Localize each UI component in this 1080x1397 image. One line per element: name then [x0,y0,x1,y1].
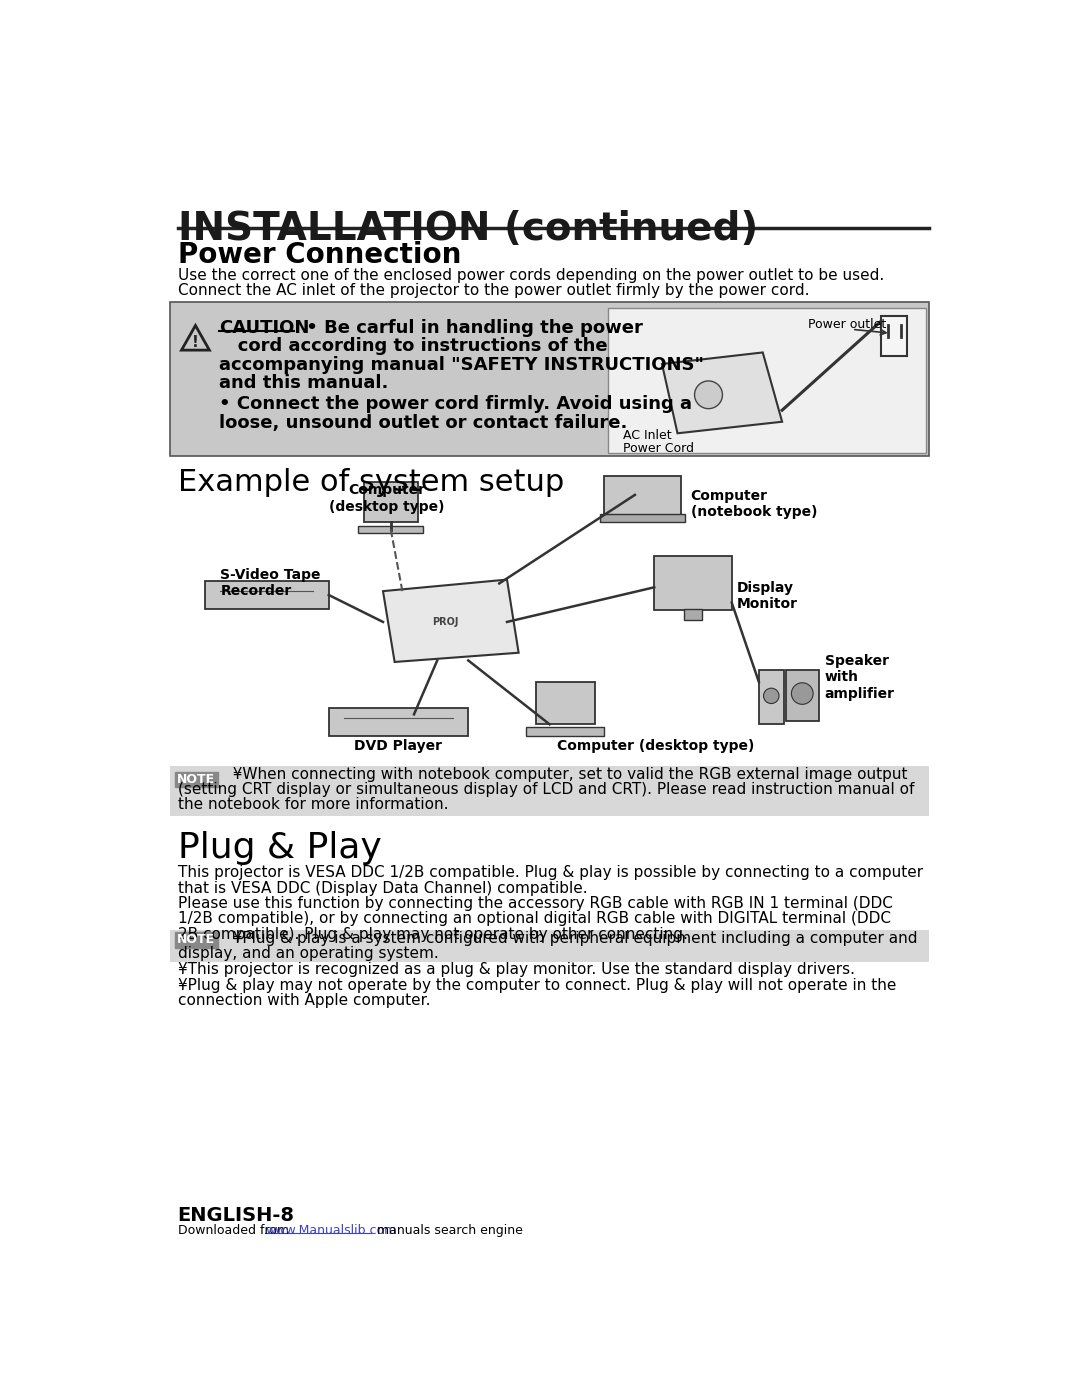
Text: DVD Player: DVD Player [354,739,443,753]
Text: manuals search engine: manuals search engine [373,1224,523,1238]
Text: Computer
(notebook type): Computer (notebook type) [691,489,818,518]
Text: www.Manualslib.com: www.Manualslib.com [266,1224,396,1238]
Text: • Connect the power cord firmly. Avoid using a: • Connect the power cord firmly. Avoid u… [218,395,691,412]
Text: display, and an operating system.: display, and an operating system. [177,946,438,961]
Text: Please use this function by connecting the accessory RGB cable with RGB IN 1 ter: Please use this function by connecting t… [177,895,892,911]
Text: (setting CRT display or simultaneous display of LCD and CRT). Please read instru: (setting CRT display or simultaneous dis… [177,782,914,798]
Text: Computer
(desktop type): Computer (desktop type) [329,483,445,514]
Text: Power Connection: Power Connection [177,240,461,268]
Text: Speaker
with
amplifier: Speaker with amplifier [825,654,894,701]
Bar [786,671,819,721]
Bar [205,581,328,609]
Text: !: ! [192,335,199,349]
Bar [880,316,907,356]
Text: Computer (desktop type): Computer (desktop type) [557,739,755,753]
Text: 2B compatible). Plug & play may not operate by other connecting.: 2B compatible). Plug & play may not oper… [177,926,688,942]
Bar [600,514,685,522]
Text: cord according to instructions of the: cord according to instructions of the [218,337,607,355]
Text: Example of system setup: Example of system setup [177,468,564,497]
Text: 1/2B compatible), or by connecting an optional digital RGB cable with DIGITAL te: 1/2B compatible), or by connecting an op… [177,911,891,926]
Text: Plug & Play: Plug & Play [177,831,381,865]
Text: loose, unsound outlet or contact failure.: loose, unsound outlet or contact failure… [218,414,627,432]
FancyBboxPatch shape [175,932,218,947]
Text: Downloaded from: Downloaded from [177,1224,293,1238]
Text: NOTE: NOTE [177,933,215,946]
Text: CAUTION: CAUTION [218,319,309,337]
Text: AC Inlet: AC Inlet [623,429,672,443]
FancyBboxPatch shape [170,302,930,457]
FancyBboxPatch shape [175,773,218,788]
Bar [328,708,469,736]
Text: S-Video Tape
Recorder: S-Video Tape Recorder [220,569,321,598]
Text: Display
Monitor: Display Monitor [737,581,797,612]
Text: Use the correct one of the enclosed power cords depending on the power outlet to: Use the correct one of the enclosed powe… [177,268,883,282]
Bar [604,475,681,522]
Text: NOTE: NOTE [177,774,215,787]
Bar [359,525,423,534]
Text: Power Cord: Power Cord [623,441,694,455]
Text: This projector is VESA DDC 1/2B compatible. Plug & play is possible by connectin: This projector is VESA DDC 1/2B compatib… [177,865,922,880]
Polygon shape [383,580,518,662]
FancyBboxPatch shape [170,930,930,963]
Bar [536,682,595,725]
Text: • Be carful in handling the power: • Be carful in handling the power [300,319,643,337]
Circle shape [694,381,723,409]
Text: the notebook for more information.: the notebook for more information. [177,796,448,812]
Text: INSTALLATION (continued): INSTALLATION (continued) [177,210,758,249]
Bar [364,482,418,522]
Text: ¥Plug & play is a system configured with peripheral equipment including a comput: ¥Plug & play is a system configured with… [222,932,917,947]
FancyBboxPatch shape [170,766,930,816]
Circle shape [764,689,779,704]
Polygon shape [662,352,782,433]
Text: connection with Apple computer.: connection with Apple computer. [177,993,430,1009]
Text: accompanying manual "SAFETY INSTRUCTIONS": accompanying manual "SAFETY INSTRUCTIONS… [218,355,704,373]
Bar [654,556,732,610]
Text: ¥When connecting with notebook computer, set to valid the RGB external image out: ¥When connecting with notebook computer,… [222,767,907,782]
Text: ENGLISH-8: ENGLISH-8 [177,1206,295,1225]
Bar [526,726,604,736]
Text: ¥Plug & play may not operate by the computer to connect. Plug & play will not op: ¥Plug & play may not operate by the comp… [177,978,896,993]
Text: that is VESA DDC (Display Data Channel) compatible.: that is VESA DDC (Display Data Channel) … [177,880,588,895]
Circle shape [792,683,813,704]
Text: Connect the AC inlet of the projector to the power outlet firmly by the power co: Connect the AC inlet of the projector to… [177,284,809,298]
FancyBboxPatch shape [608,307,926,453]
Bar [684,609,702,620]
Text: ¥This projector is recognized as a plug & play monitor. Use the standard display: ¥This projector is recognized as a plug … [177,963,854,978]
Text: PROJ: PROJ [432,617,458,627]
Text: Power outlet: Power outlet [809,317,887,331]
Text: and this manual.: and this manual. [218,374,388,393]
Bar [759,671,784,725]
